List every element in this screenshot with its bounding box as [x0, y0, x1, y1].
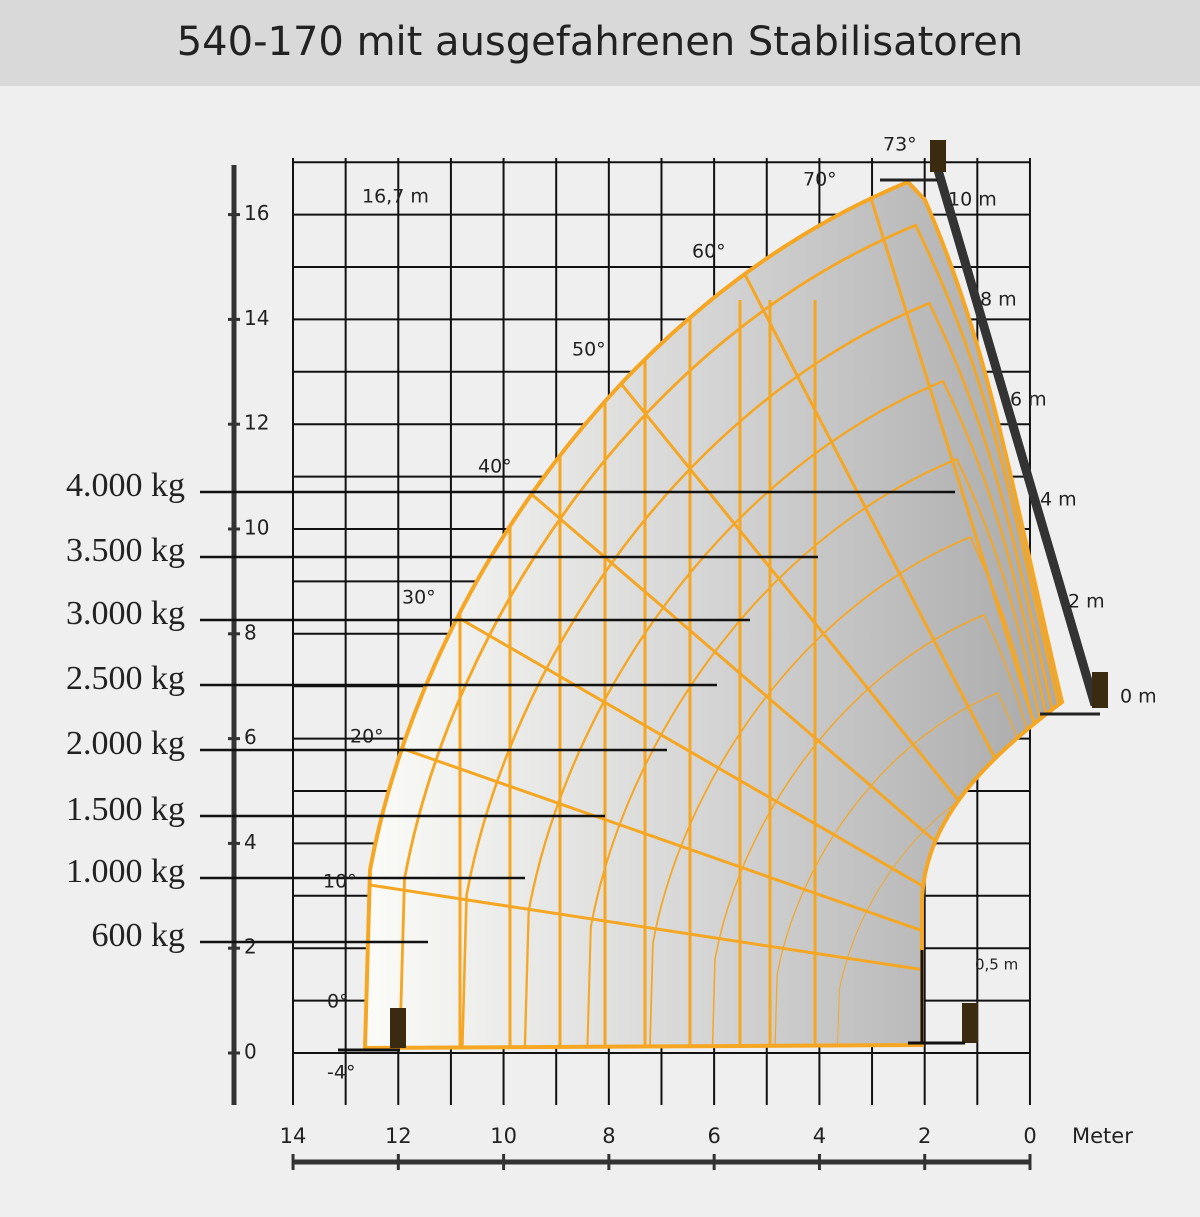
x-tick-label: 2	[918, 1124, 931, 1148]
zone-arc	[398, 223, 1062, 1048]
y-tick-label: 8	[244, 620, 257, 644]
max-height-label: 16,7 m	[362, 186, 429, 208]
zone-arc	[586, 457, 1062, 1048]
x-tick-label: 14	[280, 1124, 307, 1148]
extension-label: 8 m	[980, 289, 1017, 311]
fork-icon	[390, 1008, 406, 1048]
extension-label: 0,5 m	[975, 956, 1018, 974]
title: 540-170 mit ausgefahrenen Stabilisatoren	[177, 19, 1024, 65]
angle-label: 20°	[350, 726, 384, 748]
y-tick-label: 2	[244, 935, 257, 959]
zone-arc	[523, 379, 1062, 1048]
load-label: 3.500 kg	[66, 532, 185, 569]
x-axis-label: Meter	[1072, 1124, 1133, 1148]
x-tick-label: 4	[813, 1124, 826, 1148]
x-tick-label: 12	[385, 1124, 412, 1148]
labels: 0 2 4 6 8 10 12 14 16 14 12 10 8 6 4 2 0 Meter 4.000 kg 3.5…	[66, 134, 1157, 1170]
fork-icon	[962, 1003, 978, 1043]
angle-label: 0°	[327, 991, 349, 1013]
y-tick-label: 6	[244, 725, 257, 749]
y-tick-label: 12	[244, 411, 269, 435]
angle-label: 73°	[883, 134, 917, 156]
y-tick-label: 4	[244, 830, 257, 854]
header-band	[0, 0, 1200, 86]
angle-label: 60°	[692, 241, 726, 263]
y-tick-label: 16	[244, 201, 269, 225]
extension-label: 6 m	[1010, 389, 1047, 411]
angle-label: 70°	[803, 169, 837, 191]
load-label: 600 kg	[92, 917, 186, 954]
y-tick-label: 14	[244, 306, 269, 330]
fork-icon	[1092, 672, 1108, 708]
fork-icon	[930, 140, 946, 172]
x-tick-label: 10	[490, 1124, 517, 1148]
x-tick-label: 0	[1023, 1124, 1036, 1148]
x-tick-label: 6	[707, 1124, 720, 1148]
boom	[933, 168, 1100, 707]
extension-label: 2 m	[1068, 591, 1105, 613]
y-tick-label: 10	[244, 516, 269, 540]
load-label: 2.500 kg	[66, 660, 185, 697]
angle-label: -4°	[327, 1062, 355, 1084]
load-label: 3.000 kg	[66, 595, 185, 632]
load-label: 1.000 kg	[66, 853, 185, 890]
angle-label: 30°	[402, 587, 436, 609]
load-zone	[365, 182, 1062, 1048]
x-tick-label: 8	[602, 1124, 615, 1148]
load-label: 4.000 kg	[66, 467, 185, 504]
zone-outline	[362, 179, 1065, 1051]
zone-arc	[461, 301, 1062, 1048]
angle-label: 10°	[323, 871, 357, 893]
extension-label: 10 m	[948, 189, 997, 211]
y-tick-label: 0	[244, 1040, 257, 1064]
zone-radial	[868, 194, 1062, 1001]
load-label: 2.000 kg	[66, 725, 185, 762]
extension-label: 0 m	[1120, 686, 1157, 708]
extension-label: 4 m	[1040, 489, 1077, 511]
angle-label: 50°	[572, 339, 606, 361]
angle-label: 40°	[478, 456, 512, 478]
load-label: 1.500 kg	[66, 791, 185, 828]
